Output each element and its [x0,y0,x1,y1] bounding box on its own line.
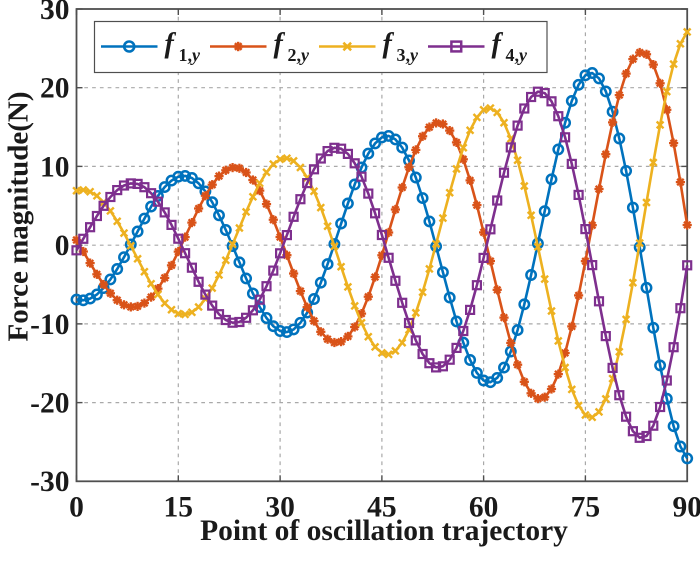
svg-text:0: 0 [55,230,70,262]
svg-text:45: 45 [367,492,397,524]
svg-text:f: f [274,28,286,59]
svg-text:90: 90 [672,492,700,524]
svg-text:30: 30 [265,492,295,524]
svg-text:1,y: 1,y [179,45,202,65]
svg-text:10: 10 [40,151,70,183]
svg-text:-20: -20 [30,388,69,420]
svg-text:20: 20 [40,73,70,105]
svg-text:f: f [165,28,177,59]
svg-text:60: 60 [469,492,499,524]
svg-text:75: 75 [571,492,601,524]
svg-text:Force magnitude(N): Force magnitude(N) [3,92,35,342]
svg-text:f: f [492,28,504,59]
svg-text:2,y: 2,y [288,45,311,65]
svg-text:3,y: 3,y [397,45,420,65]
svg-text:-10: -10 [30,309,69,341]
svg-text:f: f [383,28,395,59]
svg-text:-30: -30 [30,466,69,498]
svg-text:30: 30 [40,0,70,26]
svg-text:Point of oscillation trajector: Point of oscillation trajectory [200,515,568,547]
svg-text:0: 0 [69,492,84,524]
svg-text:4,y: 4,y [506,45,529,65]
svg-text:15: 15 [164,492,194,524]
